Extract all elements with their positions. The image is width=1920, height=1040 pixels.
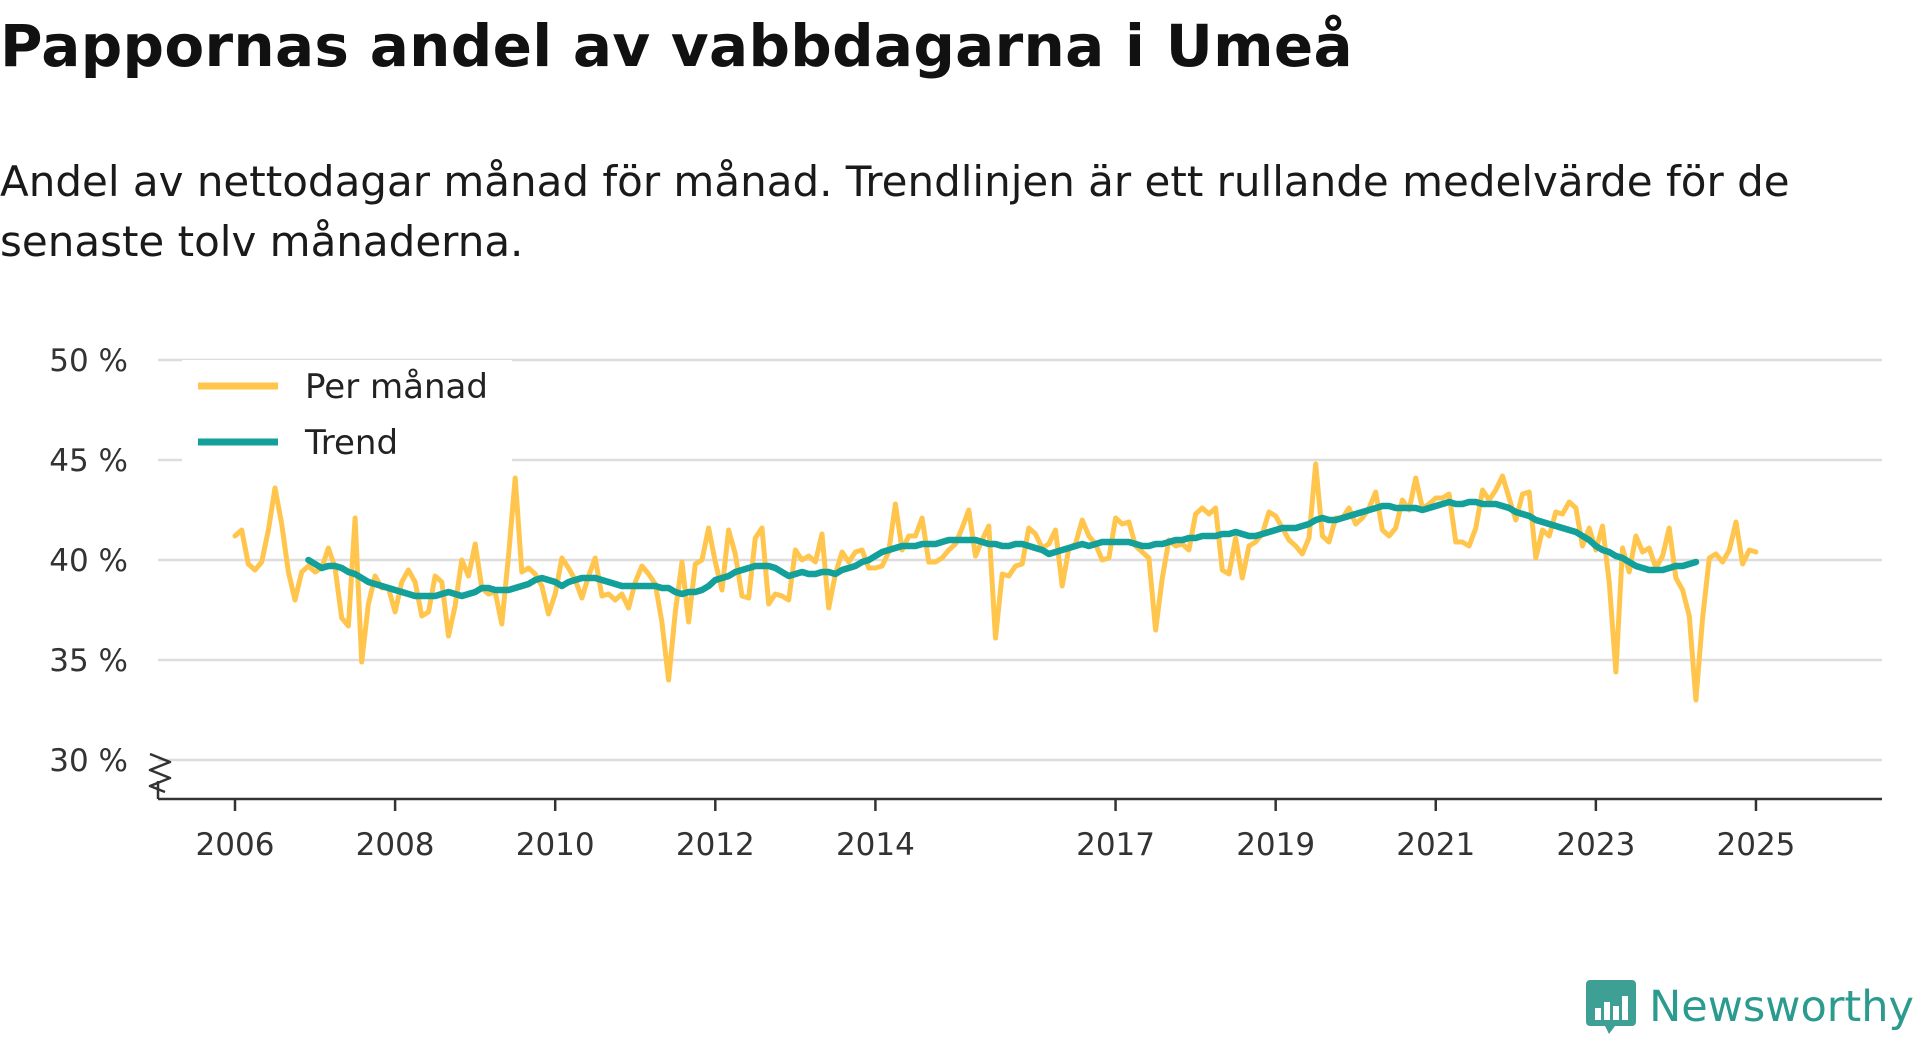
y-tick-label: 35 %	[49, 643, 128, 679]
legend-background	[182, 360, 512, 485]
series-line-per-manad	[232, 461, 1759, 703]
x-tick-label: 2017	[1076, 827, 1155, 863]
x-tick-label: 2008	[356, 827, 435, 863]
y-tick-label: 45 %	[49, 443, 128, 479]
y-tick-label: 40 %	[49, 543, 128, 579]
x-tick-label: 2012	[676, 827, 755, 863]
series-lines	[232, 461, 1759, 703]
x-tick-label: 2010	[516, 827, 595, 863]
x-axis: 2006 2008 2010 2012 2014 2017 2019 2021 2023 2025	[148, 752, 1882, 863]
x-tick-label: 2014	[836, 827, 915, 863]
x-tick-label: 2021	[1396, 827, 1475, 863]
chart-subtitle: Andel av nettodagar månad för månad. Tre…	[0, 157, 1790, 266]
x-tick-label: 2019	[1236, 827, 1315, 863]
brand-logo: Newsworthy	[1585, 978, 1914, 1036]
line-chart: 30 % 35 % 40 % 45 % 50 % 2006 2008 2010 2012 201…	[49, 343, 1882, 863]
brand-name: Newsworthy	[1649, 982, 1914, 1032]
page-title: Pappornas andel av vabbdagarna i Umeå	[0, 12, 1353, 80]
series-line-trend	[305, 498, 1700, 600]
newsworthy-logo-icon	[1586, 980, 1637, 1034]
x-tick-label: 2025	[1717, 827, 1796, 863]
x-tick-label: 2006	[196, 827, 275, 863]
y-axis-labels: 30 % 35 % 40 % 45 % 50 %	[49, 343, 128, 779]
y-tick-label: 30 %	[49, 743, 128, 779]
y-tick-label: 50 %	[49, 343, 128, 379]
legend-label: Trend	[304, 423, 398, 463]
legend-label: Per månad	[305, 367, 488, 407]
axis-break-icon	[148, 752, 172, 794]
legend: Per månad Trend	[182, 360, 512, 485]
x-tick-label: 2023	[1556, 827, 1635, 863]
